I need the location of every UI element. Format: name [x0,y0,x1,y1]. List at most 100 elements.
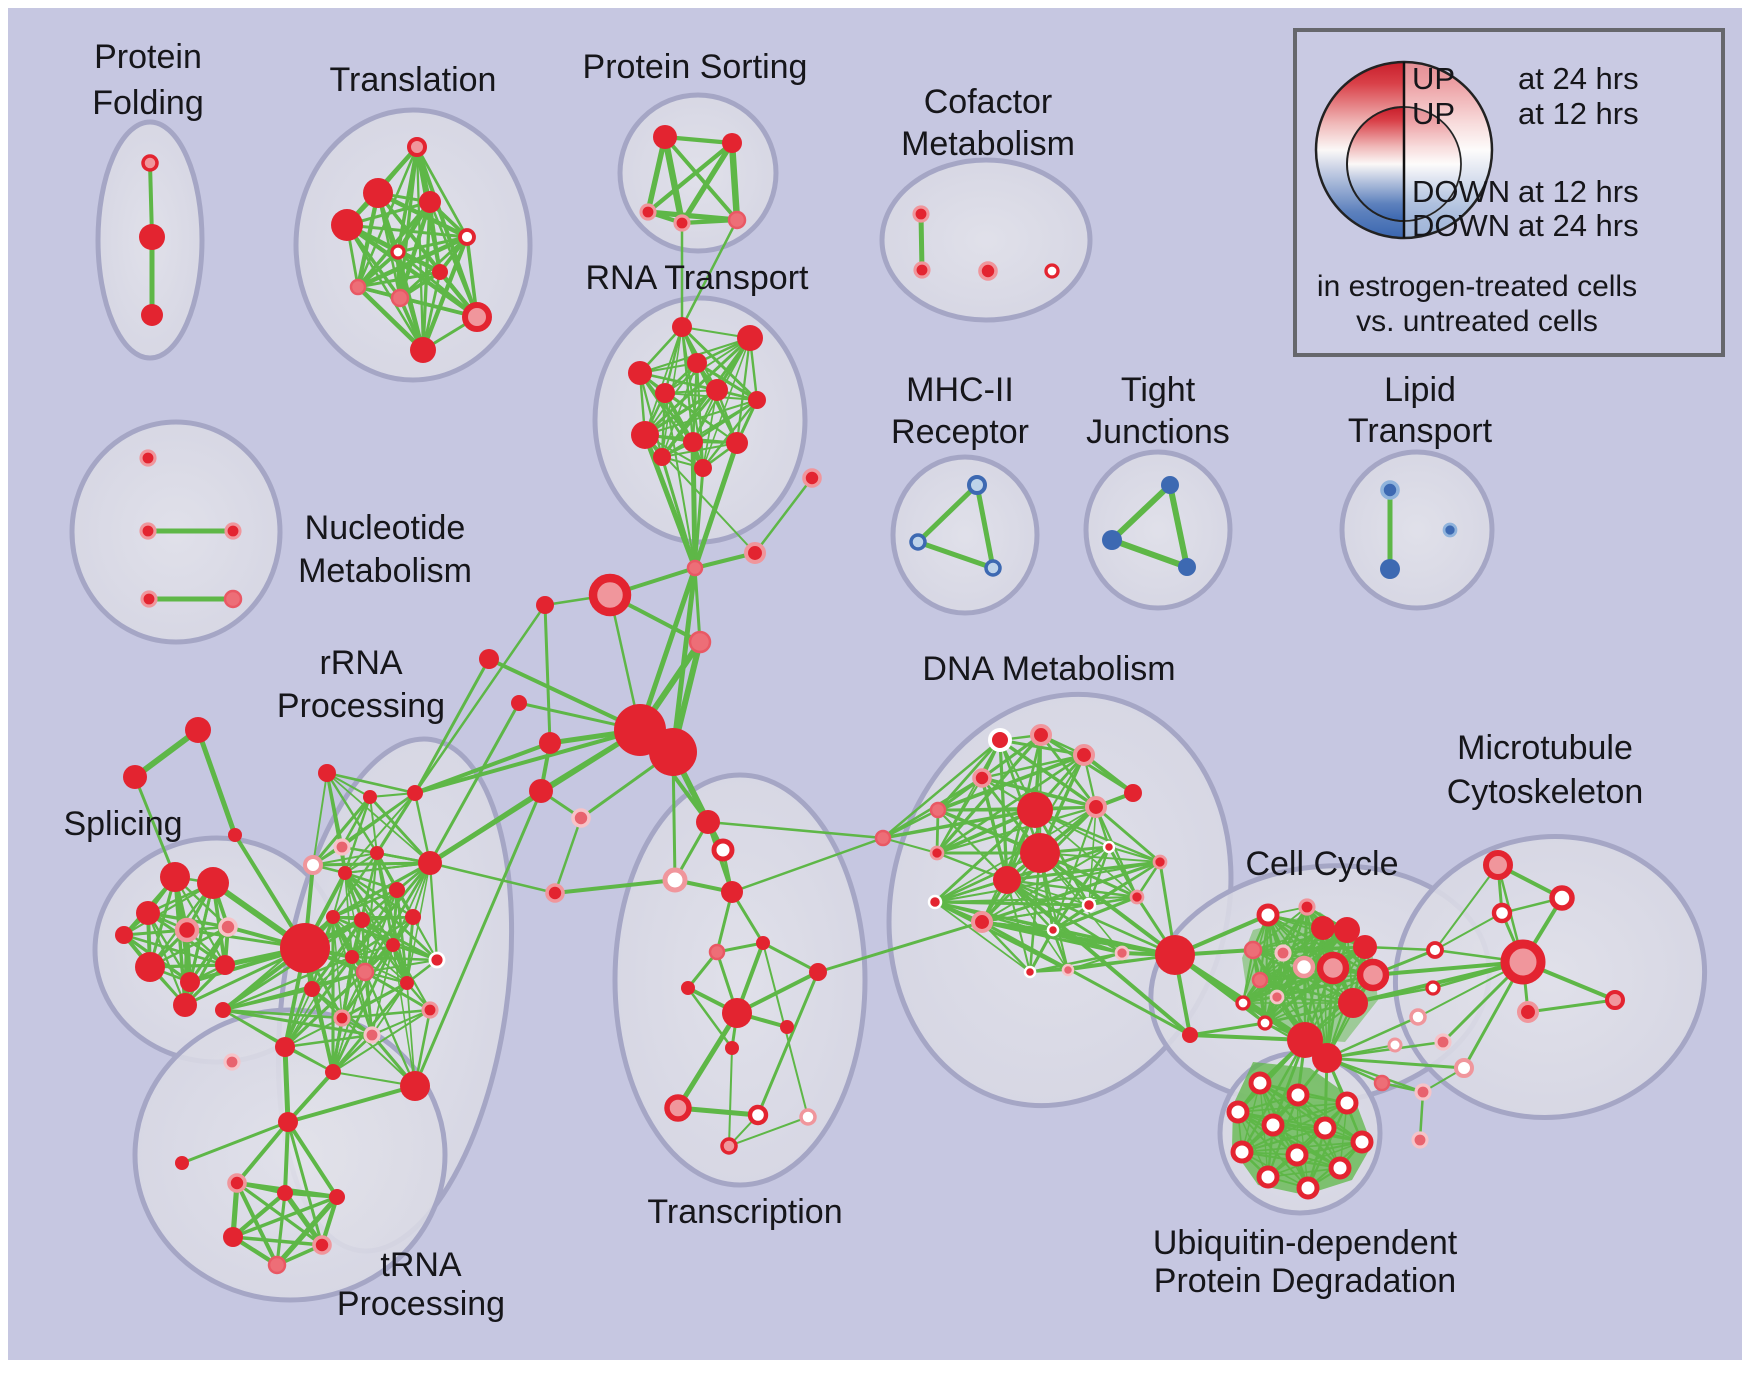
edge [391,943,432,1012]
edge [1526,998,1617,1014]
gene-node [325,1064,341,1080]
edge [935,753,1086,855]
gene-node [1044,263,1060,279]
edge [1051,895,1139,932]
gene-node [1426,941,1444,959]
gene-node [681,981,695,995]
edge [690,439,698,571]
gene-node [349,278,367,296]
edge [761,941,820,974]
edge [1038,851,1177,957]
edge [406,862,431,984]
edge [286,1084,417,1124]
edge [1325,1056,1425,1094]
gene-node [1261,1113,1285,1137]
gene-node [1353,935,1377,959]
gene-node [228,828,242,842]
gene-node [141,154,159,172]
edge [935,733,1043,855]
edge [420,234,470,353]
gene-node [370,846,384,860]
gene-node [275,1037,295,1057]
gene-node [545,883,565,903]
edge [882,837,938,854]
edge [283,1016,344,1049]
gene-node [1046,923,1060,937]
gene-node [511,695,527,711]
edge [132,727,201,780]
gene-node [1356,958,1390,992]
edge [235,1181,324,1247]
edge [1109,537,1190,570]
edge [1241,926,1325,1005]
legend-up-24-level: UP [1412,61,1455,96]
cluster-label-mhc-ii-receptor: Receptor [891,413,1029,451]
gene-node [539,732,561,754]
edge [936,808,1009,882]
edge [1325,928,1349,1060]
cluster-label-trna-processing: Processing [337,1285,505,1323]
gene-node [711,838,735,862]
gene-node [927,894,943,910]
gene-node [1516,1000,1540,1024]
edge [331,1016,344,1074]
edge [728,1047,733,1147]
edge [1434,864,1499,951]
gene-node [696,810,720,834]
gene-node [223,589,243,609]
edge [686,986,734,1050]
edge [1094,805,1162,864]
edge [234,1180,280,1268]
edge [356,200,432,289]
gene-node [140,590,158,608]
edge [331,851,379,919]
edge [282,1190,325,1248]
gene-node [756,936,770,950]
edge [680,218,739,329]
edge [363,970,417,1088]
edge [1188,1033,1307,1042]
gene-node [1500,939,1546,985]
edge [935,776,984,855]
edge [553,816,583,895]
gene-node [141,304,163,326]
edge [1005,878,1139,899]
edge [341,1017,416,1087]
gene-node [1605,990,1625,1010]
edge [1087,895,1139,907]
edge [660,441,739,459]
gene-node [1102,530,1122,550]
edge [1033,808,1162,864]
edge [275,1191,287,1267]
edge [283,1033,374,1049]
gene-node [984,559,1002,577]
edge [344,222,480,320]
gene-node [280,923,330,973]
gene-node [1285,1143,1309,1167]
edge [1167,482,1190,570]
gene-node [1020,833,1060,873]
gene-node [419,191,441,213]
edge [340,795,372,849]
edge [340,943,395,1020]
gene-node [662,867,688,893]
edge [1267,1167,1341,1178]
gene-node [312,1235,332,1255]
edge [231,1235,324,1247]
gene-node [978,261,998,281]
edge [343,871,364,922]
edge [980,920,1177,957]
gene-node [1161,476,1179,494]
edge [345,223,425,352]
edge [936,753,1086,812]
gene-node [418,851,442,875]
gene-node [363,178,393,208]
gene-node [1256,1165,1280,1189]
edge [180,1120,290,1165]
gene-node [197,867,229,899]
gene-node [333,1009,351,1027]
cluster-ellipse-trna-processing [132,1007,448,1303]
edge [312,772,328,866]
edge [1028,928,1055,974]
